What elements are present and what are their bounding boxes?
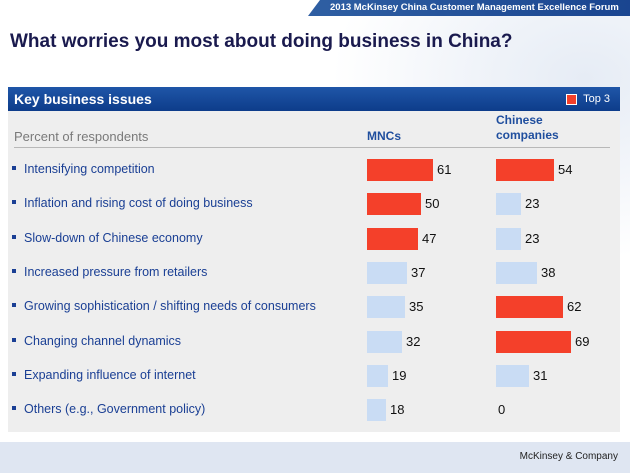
data-label: 19 xyxy=(392,368,407,383)
row-label-text: Others (e.g., Government policy) xyxy=(24,402,206,416)
bar xyxy=(367,228,418,250)
bullet-icon xyxy=(12,371,16,376)
data-label: 31 xyxy=(533,368,548,383)
data-label: 69 xyxy=(575,334,590,349)
row-label-text: Inflation and rising cost of doing busin… xyxy=(24,196,253,210)
bar xyxy=(367,296,405,318)
data-label: 32 xyxy=(406,334,421,349)
row-label-text: Changing channel dynamics xyxy=(24,334,182,348)
bar xyxy=(367,193,421,215)
data-label: 23 xyxy=(525,196,540,211)
data-label: 35 xyxy=(409,299,424,314)
data-label: 50 xyxy=(425,196,440,211)
bar xyxy=(496,193,521,215)
row-header-label: Percent of respondents xyxy=(14,129,149,144)
data-label: 23 xyxy=(525,231,540,246)
row-label-text: Growing sophistication / shifting needs … xyxy=(24,299,316,313)
bullet-icon xyxy=(12,337,16,342)
row-label: Inflation and rising cost of doing busin… xyxy=(12,196,253,210)
legend-label: Top 3 xyxy=(583,93,610,105)
legend-swatch-top3 xyxy=(566,93,578,105)
bullet-icon xyxy=(12,302,16,307)
row-label-text: Increased pressure from retailers xyxy=(24,265,208,279)
row-label: Increased pressure from retailers xyxy=(12,265,207,279)
row-label: Others (e.g., Government policy) xyxy=(12,402,205,416)
bar xyxy=(496,296,563,318)
bar xyxy=(496,331,571,353)
bar xyxy=(367,159,433,181)
data-label: 54 xyxy=(558,162,573,177)
footer: McKinsey & Company xyxy=(0,442,630,473)
data-label: 62 xyxy=(567,299,582,314)
bar xyxy=(496,228,521,250)
event-banner: 2013 McKinsey China Customer Management … xyxy=(308,0,630,16)
row-label-text: Slow-down of Chinese economy xyxy=(24,231,203,245)
bullet-icon xyxy=(12,165,16,170)
bar xyxy=(367,331,402,353)
bullet-icon xyxy=(12,405,16,410)
bar xyxy=(367,399,386,421)
bar xyxy=(367,365,388,387)
column-header-mncs: MNCs xyxy=(367,129,402,143)
header-divider xyxy=(14,147,610,148)
row-label-text: Intensifying competition xyxy=(24,162,155,176)
data-label: 61 xyxy=(437,162,452,177)
row-label: Changing channel dynamics xyxy=(12,334,181,348)
data-label: 37 xyxy=(411,265,426,280)
row-label: Slow-down of Chinese economy xyxy=(12,231,203,245)
bar xyxy=(496,365,529,387)
row-label: Growing sophistication / shifting needs … xyxy=(12,299,316,313)
bullet-icon xyxy=(12,268,16,273)
bar xyxy=(496,159,554,181)
data-label: 38 xyxy=(541,265,556,280)
row-label: Expanding influence of internet xyxy=(12,368,196,382)
data-label: 0 xyxy=(498,402,506,417)
data-label: 47 xyxy=(422,231,437,246)
footer-brand: McKinsey & Company xyxy=(519,451,618,462)
panel-title: Key business issues xyxy=(14,91,152,107)
row-label-text: Expanding influence of internet xyxy=(24,368,196,382)
bullet-icon xyxy=(12,234,16,239)
column-header-chinese-companies: Chinese companies xyxy=(496,113,559,142)
bullet-icon xyxy=(12,199,16,204)
row-label: Intensifying competition xyxy=(12,162,155,176)
data-label: 18 xyxy=(390,402,405,417)
panel-header: Key business issues Top 3 xyxy=(8,87,620,111)
legend: Top 3 xyxy=(566,93,610,105)
bar xyxy=(367,262,407,284)
slide-title: What worries you most about doing busine… xyxy=(10,31,513,52)
bar xyxy=(496,262,537,284)
